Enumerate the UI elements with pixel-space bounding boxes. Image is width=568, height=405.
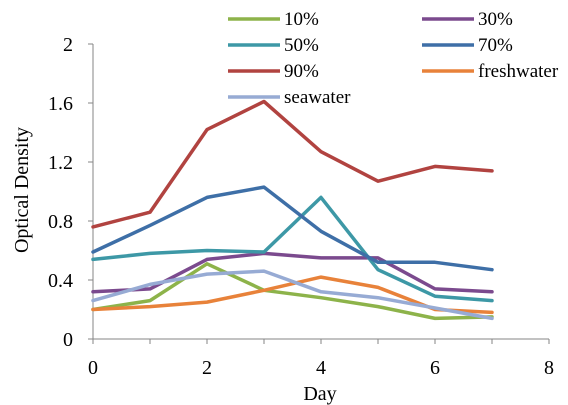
legend-label: 90%	[284, 61, 319, 82]
legend-label: freshwater	[478, 61, 559, 82]
x-axis-title: Day	[303, 383, 336, 405]
series-line-90pct	[91, 99, 494, 229]
series-line-70pct	[91, 185, 494, 272]
legend-label: 10%	[284, 9, 319, 30]
legend-label: 30%	[478, 9, 513, 30]
axes	[88, 43, 550, 344]
series-line-10pct	[91, 262, 494, 321]
tick-labels: 0 0.4 0.8 1.2 1.6 2 0 2 4 6 8	[48, 34, 554, 379]
y-tick-label: 0	[63, 329, 73, 351]
x-tick-label: 4	[316, 357, 326, 379]
y-tick-label: 0.4	[48, 270, 73, 292]
x-tick-label: 6	[430, 357, 440, 379]
legend-label: 50%	[284, 35, 319, 56]
legend: 10% 30% 50% 70% 90% freshwater seawater	[228, 9, 559, 108]
x-tick-label: 0	[88, 357, 98, 379]
x-tick-label: 8	[544, 357, 554, 379]
x-tick-label: 2	[202, 357, 212, 379]
y-tick-label: 2	[63, 34, 73, 56]
series-line-50pct	[91, 195, 494, 303]
y-tick-label: 0.8	[48, 211, 73, 233]
series-line-seawater	[91, 269, 494, 321]
series-line-30pct	[91, 251, 494, 294]
y-tick-label: 1.2	[48, 152, 73, 174]
legend-label: 70%	[478, 35, 513, 56]
y-tick-label: 1.6	[48, 93, 73, 115]
series-layer	[91, 99, 494, 321]
y-axis-title: Optical Density	[11, 127, 33, 253]
legend-label: seawater	[284, 87, 351, 108]
